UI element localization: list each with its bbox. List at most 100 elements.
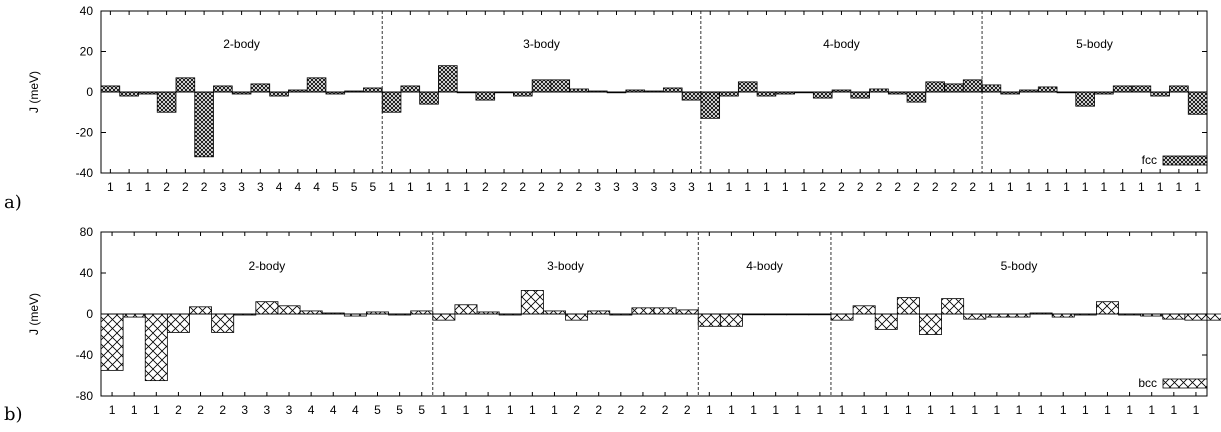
category-label: 1 (507, 403, 514, 417)
category-label: 1 (1170, 403, 1177, 417)
category-label: 2 (640, 403, 647, 417)
bar (962, 79, 983, 93)
y-tick-label: 0 (86, 85, 93, 99)
bar (513, 91, 533, 97)
category-label: 1 (744, 180, 751, 194)
category-label: 1 (153, 403, 160, 417)
category-label: 1 (883, 403, 890, 417)
category-label: 2 (197, 403, 204, 417)
category-label: 1 (1060, 403, 1067, 417)
category-label: 1 (707, 180, 714, 194)
bar (475, 91, 496, 101)
category-label: 1 (988, 180, 995, 194)
category-label: 2 (894, 180, 901, 194)
category-label: 1 (126, 180, 133, 194)
category-label: 1 (1126, 403, 1133, 417)
category-label: 2 (501, 180, 508, 194)
bar (550, 79, 571, 93)
y-tick-label: 0 (86, 307, 93, 321)
y-axis-label: J (meV) (27, 293, 41, 335)
category-label: 1 (794, 403, 801, 417)
y-tick-label: -80 (76, 389, 94, 403)
bar (175, 77, 196, 93)
category-label: 1 (1119, 180, 1126, 194)
category-label: 1 (107, 180, 114, 194)
bar (874, 313, 898, 330)
bar (981, 84, 1002, 93)
category-label: 4 (313, 180, 320, 194)
category-label: 3 (594, 180, 601, 194)
bar (941, 298, 965, 315)
group-title: 2-body (223, 37, 260, 51)
bar (919, 313, 942, 335)
category-label: 1 (728, 403, 735, 417)
category-label: 1 (1007, 180, 1014, 194)
bar (1169, 85, 1189, 93)
category-label: 5 (332, 180, 339, 194)
category-label: 2 (684, 403, 691, 417)
category-label: 1 (1104, 403, 1111, 417)
y-tick-label: 40 (80, 4, 94, 18)
bar (1150, 91, 1170, 97)
category-label: 5 (374, 403, 381, 417)
category-label: 3 (632, 180, 639, 194)
group-title: 2-body (249, 259, 286, 273)
category-label: 1 (994, 403, 1001, 417)
category-label: 1 (145, 180, 152, 194)
bar (896, 297, 920, 315)
bar (1131, 85, 1152, 93)
category-label: 5 (351, 180, 358, 194)
category-label: 2 (482, 180, 489, 194)
bar (653, 307, 677, 315)
category-label: 1 (388, 180, 395, 194)
bar (662, 87, 683, 93)
category-label: 2 (201, 180, 208, 194)
y-tick-label: -40 (76, 166, 94, 180)
y-tick-label: 40 (80, 266, 94, 280)
category-label: 1 (1082, 180, 1089, 194)
category-label: 4 (294, 180, 301, 194)
bar (944, 83, 964, 93)
bar (277, 305, 301, 315)
bar (1096, 301, 1119, 315)
bar (306, 77, 327, 93)
category-label: 1 (1101, 180, 1108, 194)
bar (432, 313, 456, 321)
category-label: 1 (1193, 403, 1200, 417)
category-label: 2 (519, 180, 526, 194)
bar (211, 313, 235, 333)
category-label: 3 (688, 180, 695, 194)
category-label: 1 (861, 403, 868, 417)
y-tick-label: -20 (76, 126, 94, 140)
category-label: 1 (1194, 180, 1201, 194)
category-label: 1 (444, 180, 451, 194)
category-label: 3 (257, 180, 264, 194)
category-label: 2 (175, 403, 182, 417)
category-label: 2 (573, 403, 580, 417)
category-label: 1 (817, 403, 824, 417)
category-label: 1 (801, 180, 808, 194)
category-label: 2 (182, 180, 189, 194)
category-label: 2 (913, 180, 920, 194)
category-label: 2 (163, 180, 170, 194)
category-label: 1 (441, 403, 448, 417)
bar (144, 313, 168, 382)
bar (1206, 313, 1221, 321)
bar (250, 83, 271, 93)
bar (700, 91, 721, 119)
group-title: 3-body (523, 37, 560, 51)
bar (737, 81, 758, 93)
category-label: 1 (1063, 180, 1070, 194)
category-label: 1 (407, 180, 414, 194)
bar (719, 313, 743, 327)
y-tick-label: 80 (80, 225, 94, 239)
y-tick-label: -40 (76, 348, 94, 362)
category-label: 1 (971, 403, 978, 417)
category-label: 4 (308, 403, 315, 417)
bar (520, 290, 544, 315)
bar (166, 313, 190, 333)
category-label: 2 (932, 180, 939, 194)
category-label: 4 (352, 403, 359, 417)
category-label: 4 (330, 403, 337, 417)
bar (925, 81, 945, 93)
